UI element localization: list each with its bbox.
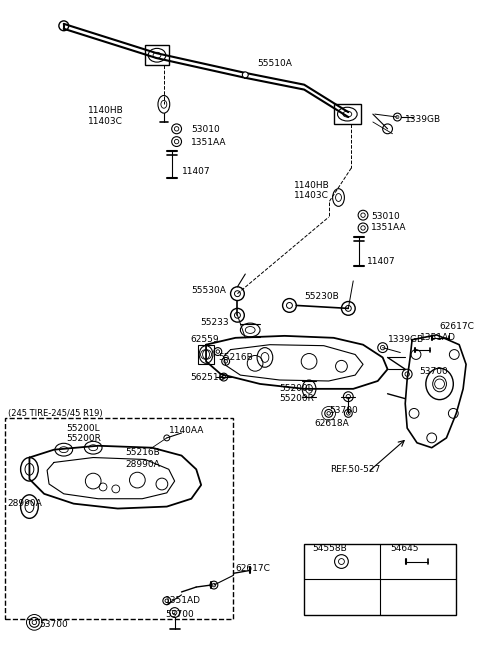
Text: 62559: 62559 xyxy=(191,335,219,344)
Text: 55200R: 55200R xyxy=(280,394,314,403)
Text: 28990A: 28990A xyxy=(126,460,160,469)
Text: 55200L: 55200L xyxy=(67,424,100,432)
Text: 1351AD: 1351AD xyxy=(420,333,456,342)
Text: 55200L: 55200L xyxy=(280,384,313,394)
Text: 55530A: 55530A xyxy=(192,286,226,295)
Text: 55216B: 55216B xyxy=(218,353,252,362)
Text: 1140HB
11403C: 1140HB 11403C xyxy=(88,106,124,125)
Text: 1351AD: 1351AD xyxy=(165,597,201,605)
Text: 1351AA: 1351AA xyxy=(371,223,407,233)
Text: 53010: 53010 xyxy=(371,212,400,221)
Text: 62617C: 62617C xyxy=(440,321,474,330)
Text: 55233: 55233 xyxy=(200,317,229,327)
Text: 62618A: 62618A xyxy=(314,419,349,428)
Bar xyxy=(198,345,214,365)
Text: 28990A: 28990A xyxy=(8,499,43,508)
Text: 11407: 11407 xyxy=(181,166,210,175)
Text: 62617C: 62617C xyxy=(236,564,270,573)
Text: 55230B: 55230B xyxy=(304,292,339,301)
Bar xyxy=(5,419,232,620)
Text: 56251B: 56251B xyxy=(191,373,225,382)
Text: 54645: 54645 xyxy=(391,544,419,553)
Text: 53700: 53700 xyxy=(419,367,448,376)
Text: 53010: 53010 xyxy=(192,125,220,134)
Bar xyxy=(334,104,361,124)
Text: 1351AA: 1351AA xyxy=(192,138,227,147)
Text: 53700: 53700 xyxy=(330,406,359,415)
Text: 53700: 53700 xyxy=(39,620,68,629)
Text: (245 TIRE-245/45 R19): (245 TIRE-245/45 R19) xyxy=(8,409,102,418)
Text: 1339GB: 1339GB xyxy=(387,335,424,344)
Text: 55510A: 55510A xyxy=(257,58,292,68)
Text: 55216B: 55216B xyxy=(126,448,160,457)
Text: 53700: 53700 xyxy=(165,610,193,619)
Bar xyxy=(145,45,169,65)
Text: 1140HB
11403C: 1140HB 11403C xyxy=(294,181,330,200)
Text: 11407: 11407 xyxy=(367,257,396,266)
Text: 1140AA: 1140AA xyxy=(169,426,204,434)
Text: 55200R: 55200R xyxy=(67,434,102,443)
Bar xyxy=(304,544,456,614)
Text: REF.50-527: REF.50-527 xyxy=(330,464,380,474)
Text: 54558B: 54558B xyxy=(312,544,347,553)
Text: 1339GB: 1339GB xyxy=(405,114,441,124)
Circle shape xyxy=(242,72,248,78)
